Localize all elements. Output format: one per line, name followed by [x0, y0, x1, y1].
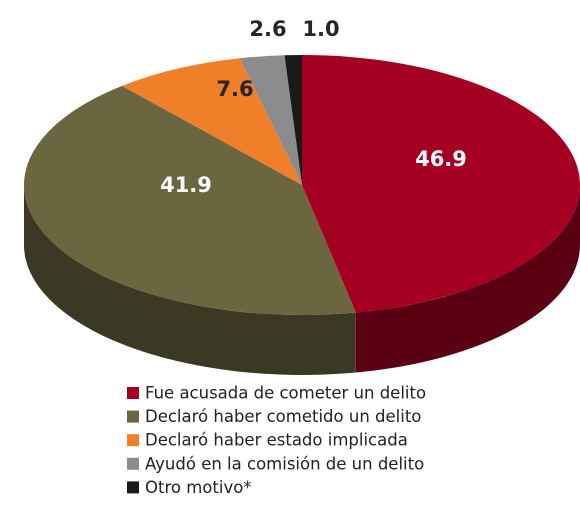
- slice: [302, 55, 580, 313]
- legend-label: Fue acusada de cometer un delito: [145, 384, 426, 403]
- legend-label: Declaró haber estado implicada: [145, 431, 408, 450]
- slice: [239, 55, 302, 185]
- value-label: 2.6: [249, 17, 286, 41]
- value-label: 46.9: [415, 147, 467, 171]
- slice: [284, 55, 302, 185]
- slice: [24, 85, 356, 315]
- legend-label: Declaró haber cometido un delito: [145, 407, 421, 426]
- slice-side: [355, 185, 580, 373]
- value-label: 1.0: [302, 17, 339, 41]
- legend-swatch: [127, 457, 139, 470]
- legend-swatch: [127, 410, 139, 423]
- legend-label: Otro motivo*: [145, 478, 252, 497]
- slice-side: [24, 185, 356, 376]
- value-label: 41.9: [160, 173, 212, 197]
- legend-swatch: [127, 387, 139, 399]
- legend-swatch: [127, 434, 139, 447]
- legend-swatch: [127, 481, 139, 494]
- slice: [122, 58, 303, 185]
- value-label: 7.6: [216, 77, 253, 101]
- legend-label: Ayudó en la comisión de un delito: [145, 454, 424, 473]
